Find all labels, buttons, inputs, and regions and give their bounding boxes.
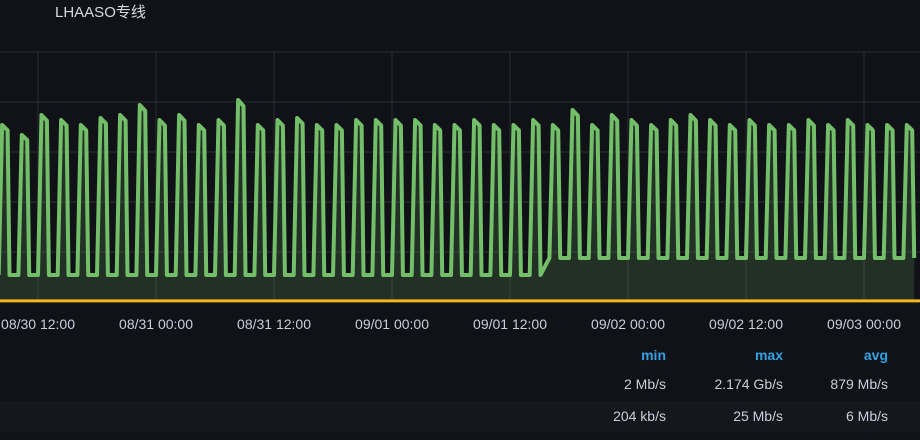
x-tick-label: 09/01 00:00 [355, 316, 430, 332]
x-tick-label: 09/01 12:00 [473, 316, 548, 332]
legend-row[interactable]: 2 Mb/s 2.174 Gb/s 879 Mb/s [0, 369, 920, 400]
x-tick-label: 08/31 00:00 [119, 316, 194, 332]
legend-avg-value: 6 Mb/s [845, 408, 888, 424]
legend-min-value: 204 kb/s [613, 408, 666, 424]
x-tick-label: 09/02 12:00 [709, 316, 784, 332]
panel-title[interactable]: LHAASO专线 [55, 4, 146, 21]
series-line-traffic-in [0, 98, 917, 277]
x-tick-label: 08/30 12:00 [1, 316, 76, 332]
legend-avg-value: 879 Mb/s [830, 376, 888, 392]
legend-header-min[interactable]: min [641, 347, 666, 363]
legend-header-max[interactable]: max [754, 347, 783, 363]
series-area-fill [0, 100, 915, 302]
legend-header-avg[interactable]: avg [863, 347, 888, 363]
x-tick-label: 08/31 12:00 [237, 316, 312, 332]
x-tick-label: 09/03 00:00 [827, 316, 902, 332]
timeseries-graph[interactable] [0, 0, 920, 310]
x-tick-label: 09/02 00:00 [591, 316, 666, 332]
legend-row[interactable]: 204 kb/s 25 Mb/s 6 Mb/s [0, 401, 920, 432]
legend-max-value: 25 Mb/s [733, 408, 783, 424]
legend-max-value: 2.174 Gb/s [714, 376, 784, 392]
legend-min-value: 2 Mb/s [623, 376, 666, 392]
